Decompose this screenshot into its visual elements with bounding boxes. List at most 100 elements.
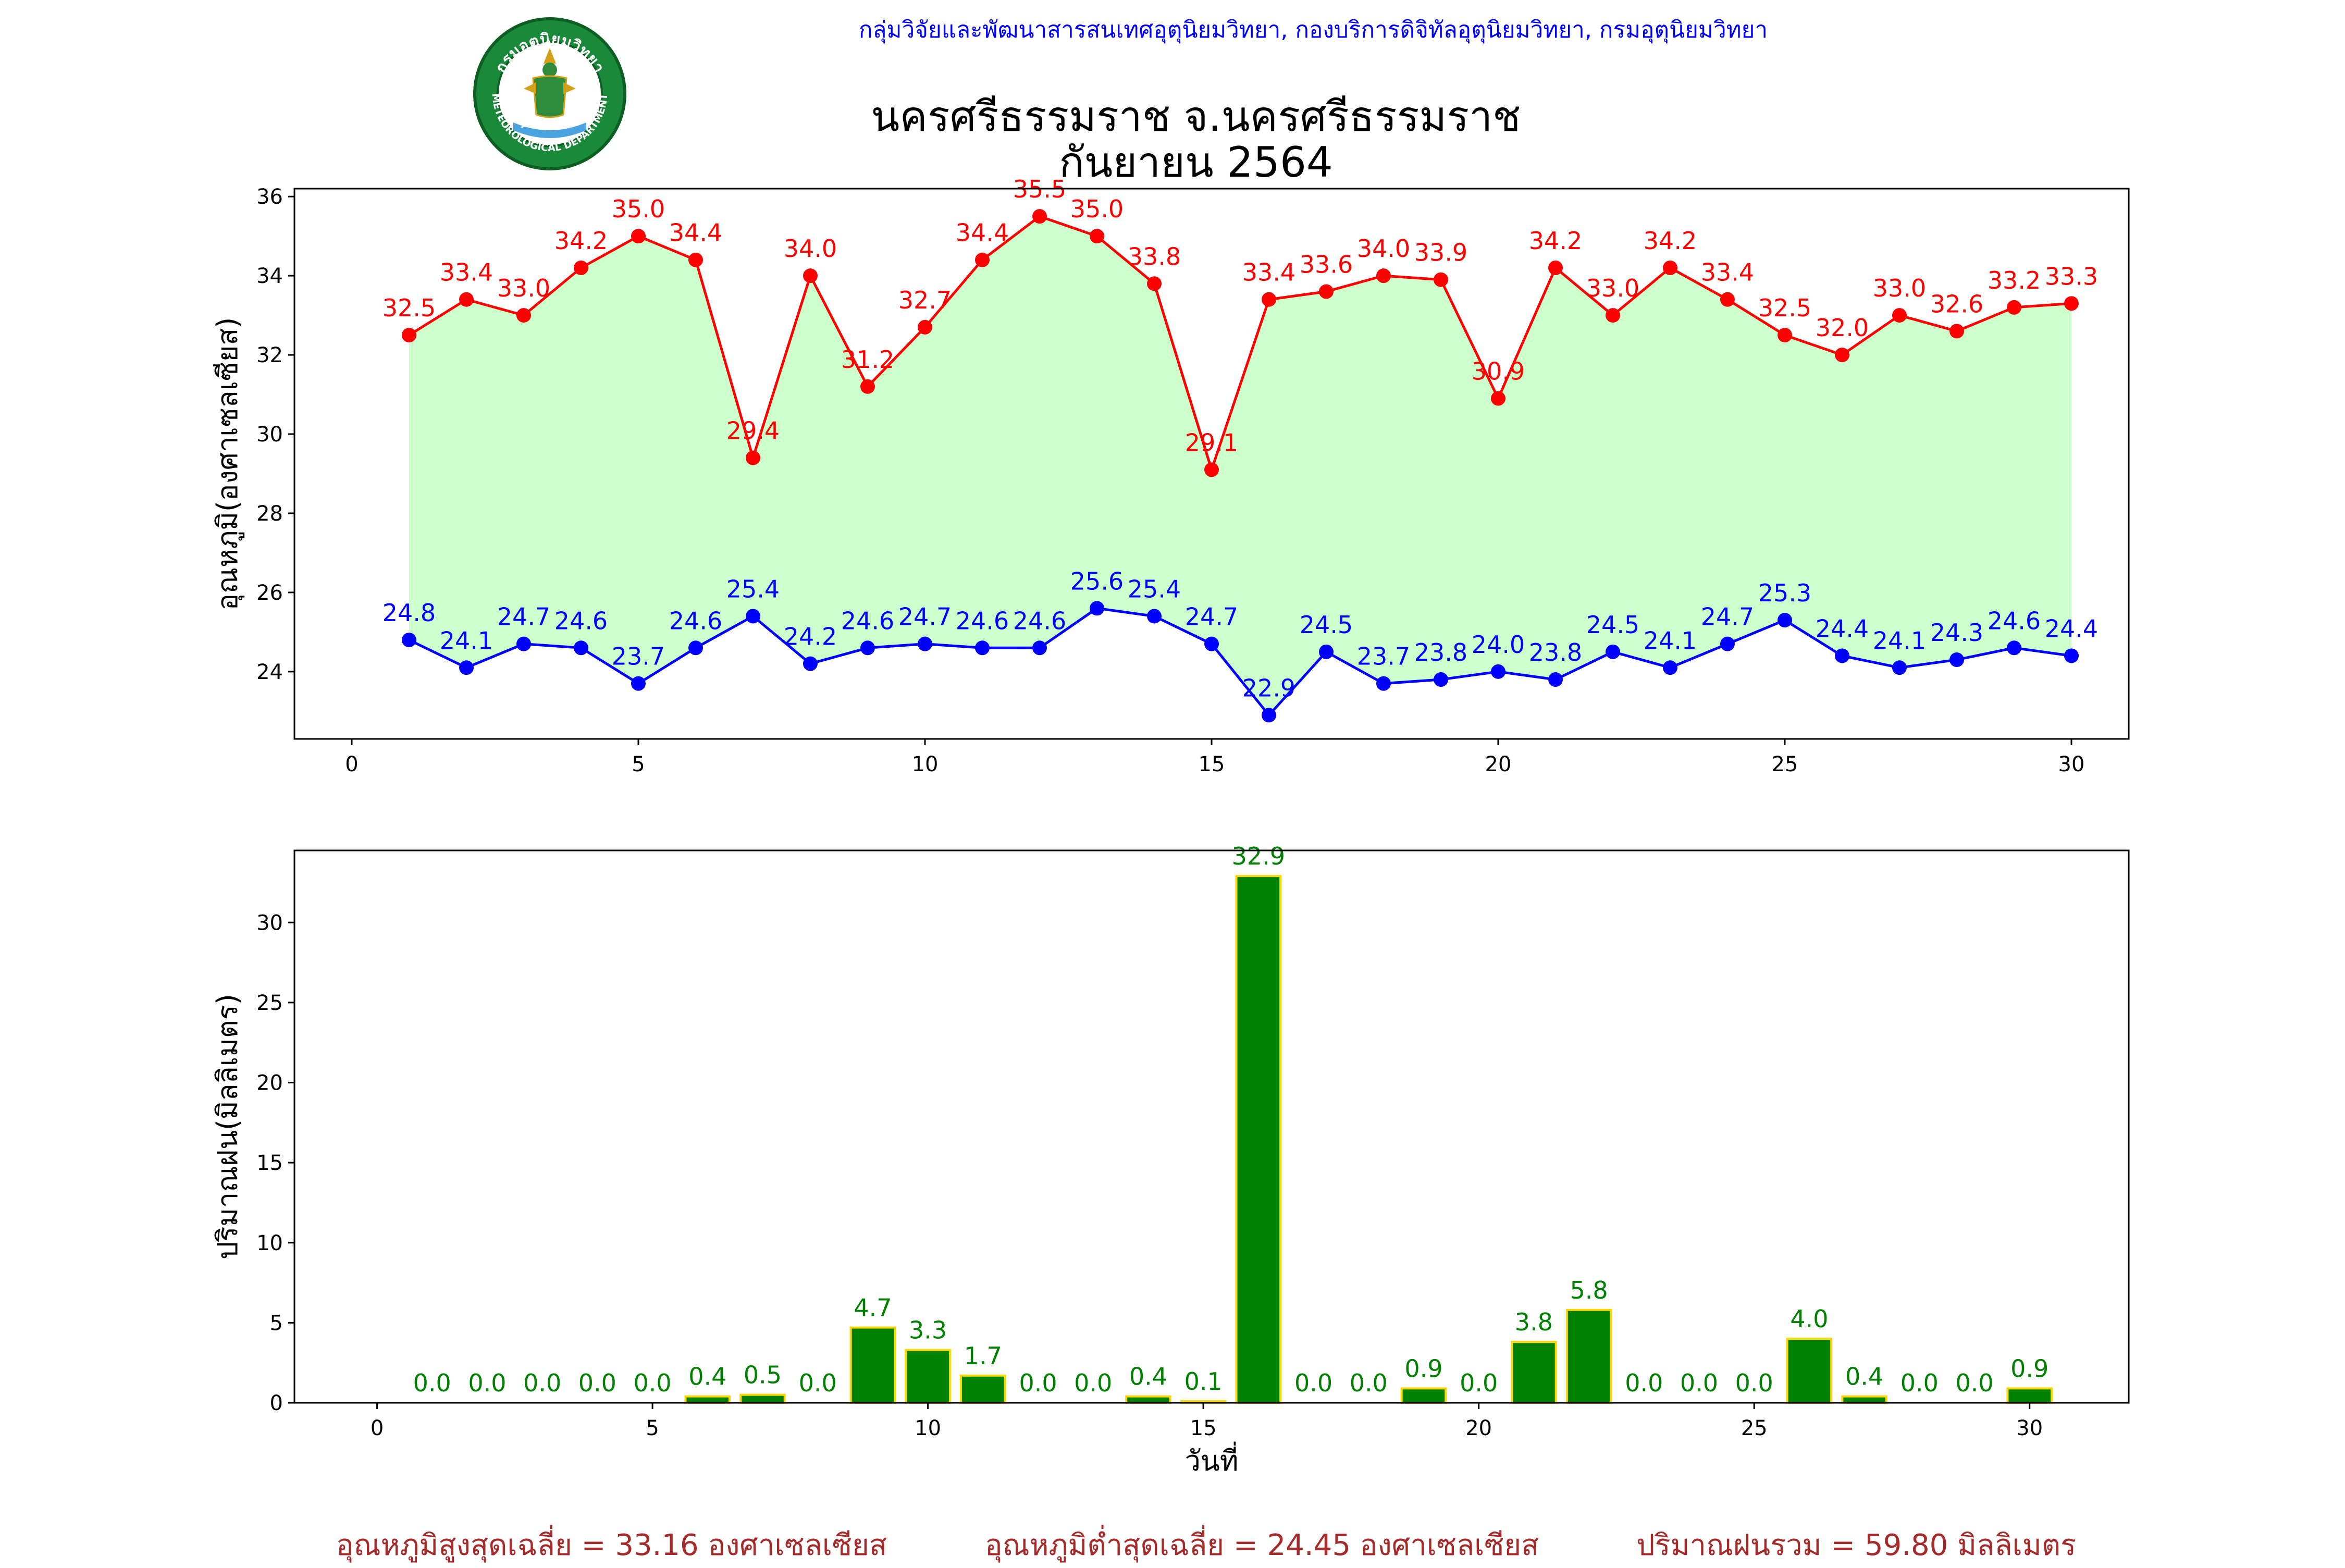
- max-temp-data-label: 34.2: [1644, 227, 1697, 255]
- avg-min-temp: อุณหภูมิต่ำสุดเฉลี่ย = 24.45 องศาเซลเซีย…: [985, 1528, 1539, 1562]
- max-temp-point: [1032, 209, 1047, 224]
- min-temp-point: [1606, 644, 1620, 659]
- rain-x-tick-label: 30: [2016, 1416, 2043, 1440]
- min-temp-point: [402, 633, 416, 648]
- max-temp-point: [1778, 328, 1792, 343]
- rain-bar: [1786, 1338, 1833, 1404]
- min-temp-point: [1376, 676, 1391, 691]
- agency-header: กลุ่มวิจัยและพัฒนาสารสนเทศอุตุนิยมวิทยา,…: [858, 17, 1768, 43]
- rain-y-axis-label: ปริมาณฝน(มิลลิเมตร): [211, 994, 244, 1260]
- rain-data-label: 0.0: [1074, 1369, 1112, 1397]
- rain-data-label: 0.0: [799, 1369, 837, 1397]
- temp-y-axis-label: อุณหภูมิ(องศาเซลเซียส): [211, 317, 245, 611]
- max-temp-point: [2064, 296, 2079, 311]
- min-temp-data-label: 24.1: [1873, 626, 1926, 655]
- rain-data-label: 0.9: [2010, 1354, 2048, 1382]
- rain-data-label: 0.0: [1625, 1369, 1663, 1397]
- temp-y-tick-label: 30: [256, 423, 283, 447]
- max-temp-data-label: 32.0: [1816, 314, 1869, 342]
- rain-data-label: 4.0: [1790, 1305, 1828, 1333]
- min-temp-point: [631, 676, 646, 691]
- max-temp-data-label: 33.6: [1300, 251, 1353, 279]
- rain-data-label: 3.3: [909, 1316, 947, 1344]
- temp-y-tick-label: 36: [256, 185, 283, 209]
- rain-y-tick-label: 25: [256, 991, 283, 1015]
- min-temp-data-label: 24.6: [554, 607, 608, 635]
- temp-y-tick-label: 34: [256, 264, 283, 288]
- min-temp-point: [860, 640, 875, 656]
- rain-data-label: 0.0: [413, 1369, 451, 1397]
- min-temp-data-label: 24.5: [1586, 611, 1639, 639]
- min-temp-point: [1892, 660, 1907, 675]
- rain-bar: [1565, 1308, 1612, 1404]
- max-temp-data-label: 30.9: [1472, 357, 1525, 386]
- rain-data-label: 5.8: [1570, 1276, 1608, 1304]
- rain-x-tick-label: 25: [1741, 1416, 1768, 1440]
- min-temp-data-label: 25.4: [726, 575, 780, 603]
- min-temp-data-label: 23.8: [1529, 638, 1582, 666]
- max-temp-data-label: 29.1: [1185, 428, 1238, 456]
- temp-range-fill: [409, 216, 2071, 715]
- rain-bar: [739, 1393, 786, 1404]
- rain-data-label: 4.7: [854, 1294, 892, 1322]
- max-temp-point: [1434, 272, 1448, 287]
- rain-data-label: 0.0: [578, 1369, 616, 1397]
- chart-title-station: นครศรีธรรมราช จ.นครศรีธรรมราช: [871, 92, 1521, 141]
- max-temp-data-label: 32.7: [898, 286, 952, 314]
- rain-bar: [1125, 1395, 1171, 1404]
- max-temp-line: [408, 215, 2072, 474]
- temperature-chart: 32.533.433.034.235.034.429.434.031.232.7…: [211, 175, 2130, 776]
- min-temp-data-label: 23.7: [612, 643, 665, 671]
- rain-bar: [2006, 1387, 2053, 1404]
- temp-x-tick-label: 5: [632, 752, 645, 776]
- max-temp-point: [1147, 276, 1162, 291]
- min-temp-data-label: 24.0: [1472, 631, 1525, 659]
- max-temp-point: [1204, 462, 1219, 477]
- min-temp-data-label: 24.6: [669, 607, 722, 635]
- rain-bar: [684, 1395, 731, 1404]
- temp-x-tick-label: 15: [1199, 752, 1225, 776]
- rain-x-tick-label: 15: [1190, 1416, 1217, 1440]
- max-temp-data-label: 33.0: [1586, 274, 1639, 302]
- min-temp-data-label: 24.6: [956, 607, 1009, 635]
- min-temp-data-label: 25.6: [1070, 567, 1124, 595]
- rain-data-label: 32.9: [1232, 842, 1285, 870]
- max-temp-point: [803, 268, 818, 283]
- max-temp-data-label: 29.4: [726, 417, 780, 445]
- temp-x-tick-label: 0: [345, 752, 358, 776]
- min-temp-data-label: 24.4: [1816, 614, 1869, 643]
- temp-y-tick-label: 26: [256, 581, 283, 605]
- rain-data-label: 0.0: [468, 1369, 506, 1397]
- max-temp-data-label: 31.2: [841, 345, 894, 374]
- max-temp-data-label: 33.4: [1701, 258, 1754, 287]
- max-temp-data-label: 32.5: [1758, 294, 1811, 322]
- max-temp-data-label: 35.0: [1070, 195, 1124, 223]
- min-temp-point: [803, 656, 818, 671]
- min-temp-data-label: 24.7: [1185, 603, 1238, 631]
- rain-plot-frame: [293, 849, 2130, 1404]
- max-temp-point: [688, 252, 703, 267]
- max-temp-data-label: 32.5: [382, 294, 436, 322]
- rain-data-label: 0.0: [1680, 1369, 1718, 1397]
- min-temp-data-label: 24.7: [898, 603, 952, 631]
- rain-bar: [1400, 1387, 1447, 1404]
- min-temp-data-label: 24.4: [2045, 614, 2098, 643]
- temp-x-tick-label: 25: [1772, 752, 1798, 776]
- max-temp-point: [1090, 229, 1104, 244]
- min-temp-point: [918, 636, 932, 651]
- min-temp-point: [1663, 660, 1677, 675]
- max-temp-point: [975, 252, 990, 267]
- max-temp-data-label: 35.0: [612, 195, 665, 223]
- meteorological-department-seal-icon: กรมอุตุนิยมวิทยา METEOROLOGICAL DEPARTME…: [473, 17, 626, 170]
- min-temp-point: [1778, 613, 1792, 628]
- min-temp-point: [1090, 601, 1104, 616]
- rain-y-tick-label: 10: [256, 1231, 283, 1255]
- min-temp-data-label: 24.6: [1988, 607, 2041, 635]
- max-temp-point: [459, 292, 474, 307]
- rain-x-tick-label: 5: [646, 1416, 659, 1440]
- min-temp-data-label: 24.6: [1013, 607, 1066, 635]
- min-temp-point: [2064, 648, 2079, 663]
- max-temp-point: [574, 260, 588, 275]
- min-temp-data-label: 24.7: [497, 603, 550, 631]
